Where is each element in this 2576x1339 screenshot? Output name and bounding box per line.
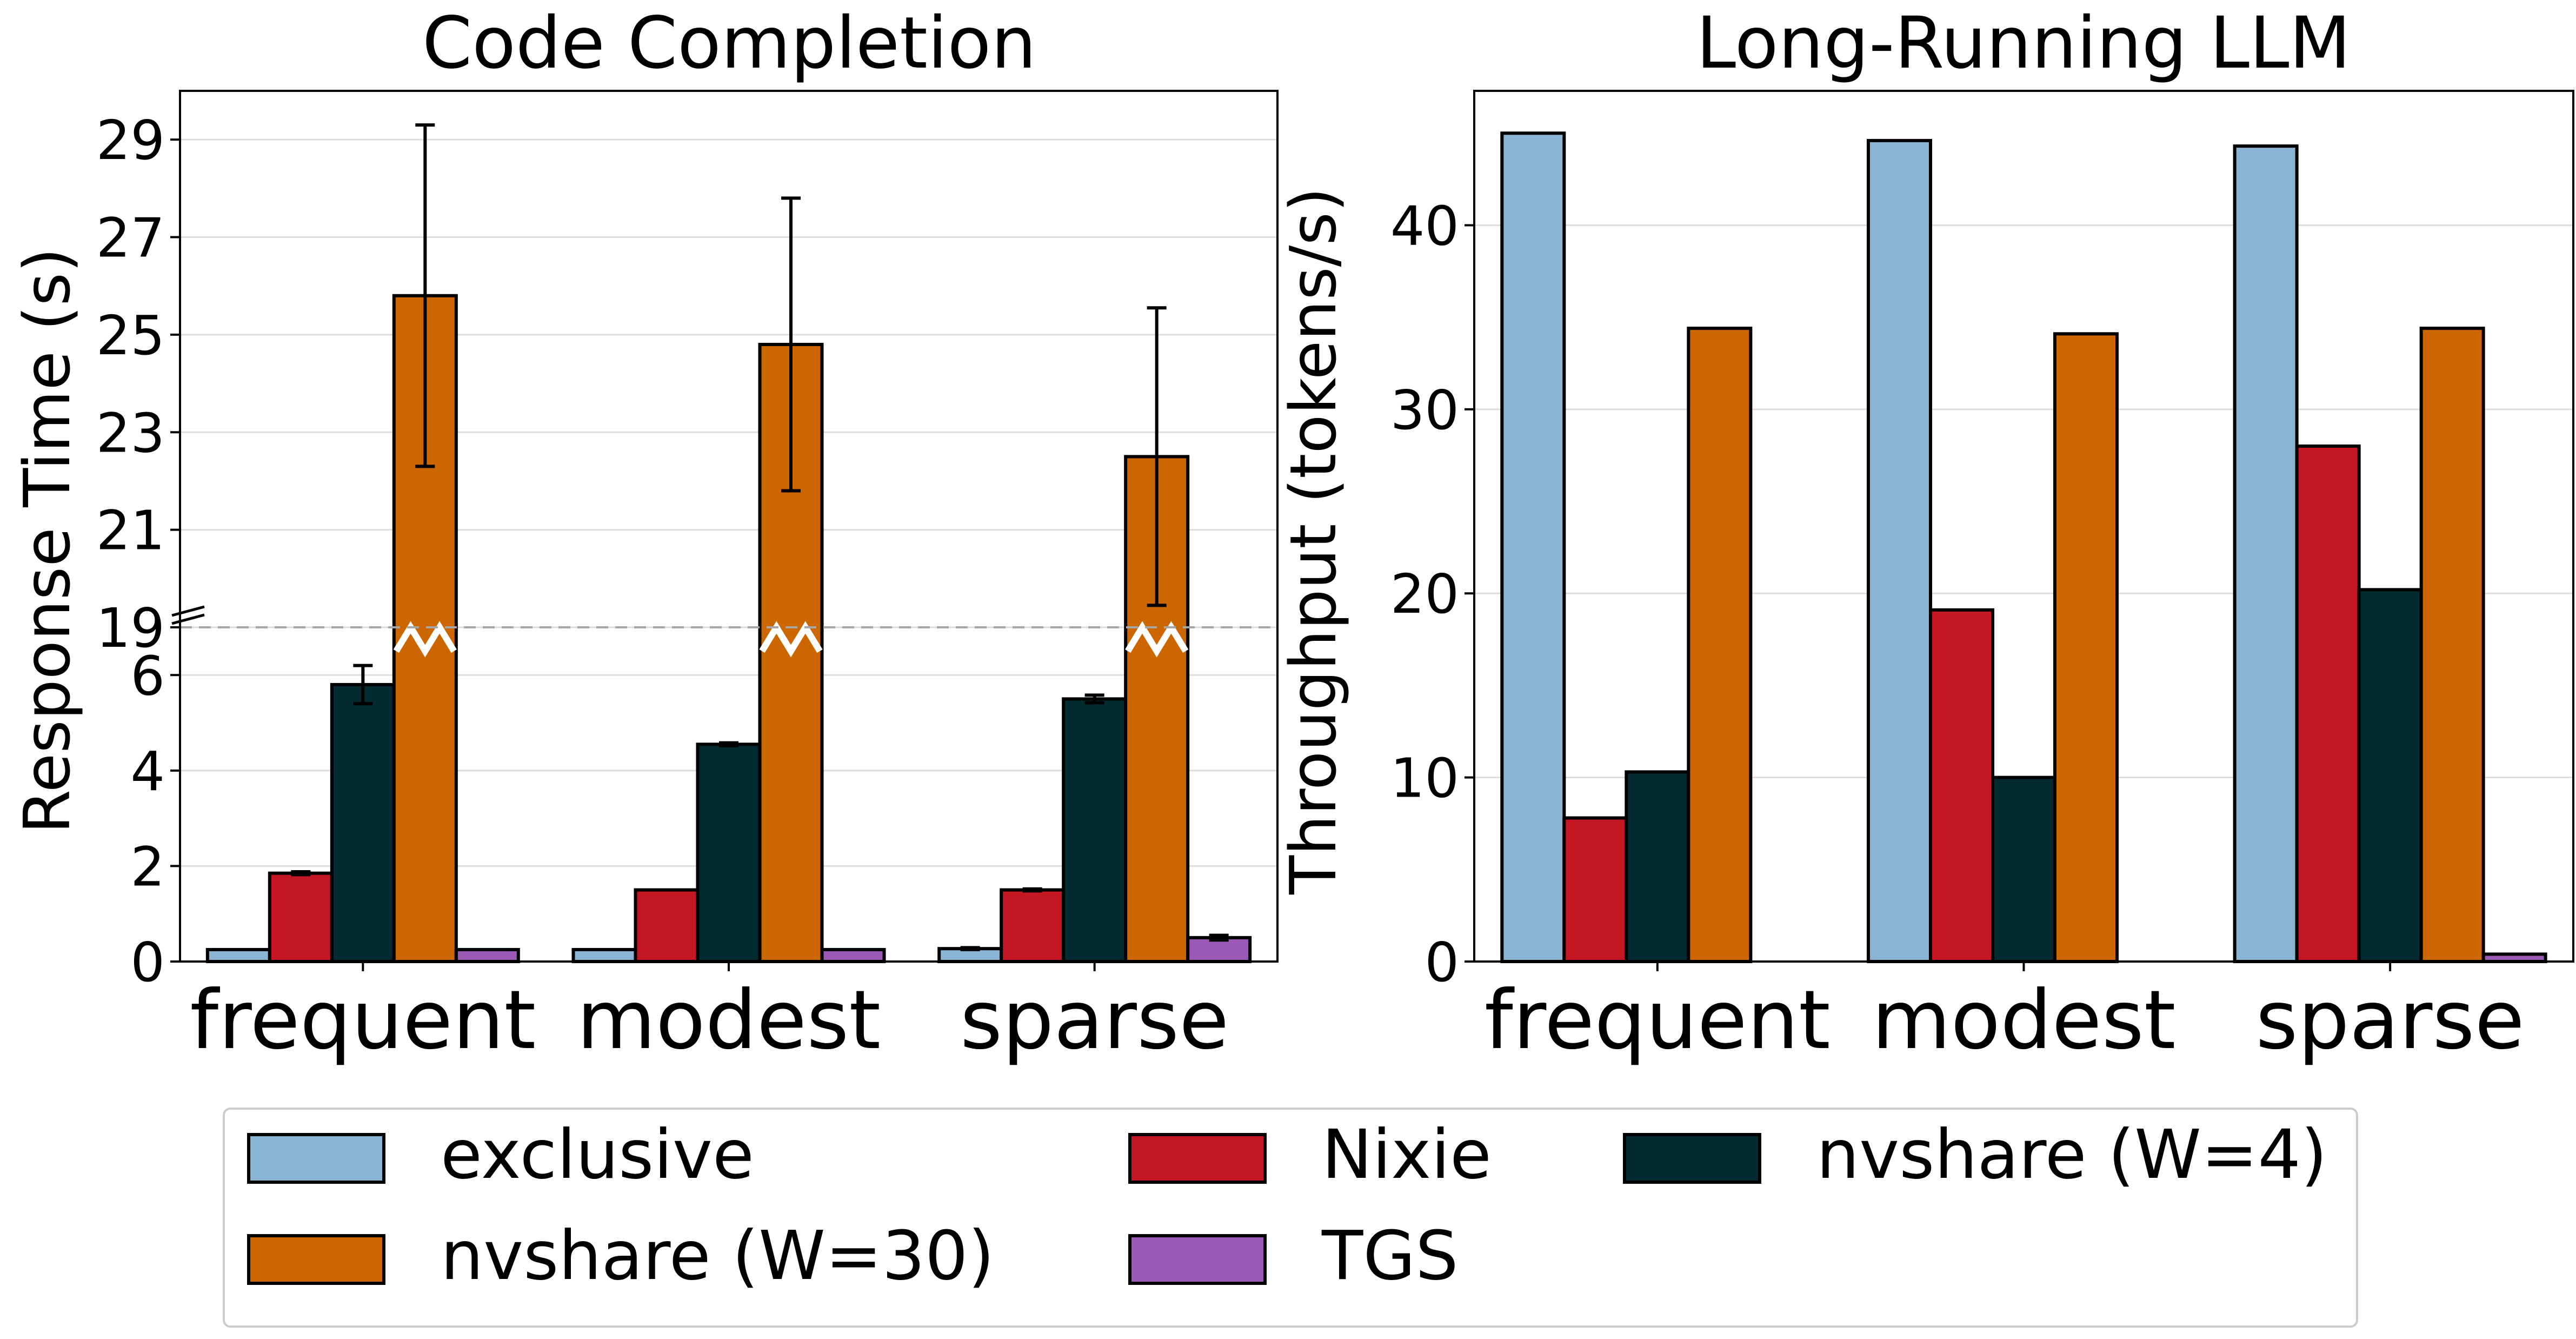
break-zigzag — [1125, 621, 1189, 658]
legend-frame — [223, 1108, 2358, 1328]
x-tick-label-frequent: frequent — [190, 973, 536, 1068]
y-axis-label: Throughput (tokens/s) — [1276, 187, 1350, 895]
bar-nvshare_w4-sparse — [1062, 697, 1128, 964]
bar-exclusive-sparse — [2233, 144, 2299, 964]
legend-label-tgs: TGS — [1321, 1217, 1459, 1295]
y-tick-label: 6 — [130, 644, 165, 707]
bar-exclusive-modest — [1867, 138, 1932, 964]
bar-tgs-frequent — [454, 947, 520, 964]
legend-swatch-nixie — [1128, 1133, 1267, 1184]
y-tick-label: 25 — [96, 304, 165, 367]
break-zigzag — [393, 621, 457, 658]
legend-swatch-nvshare_w30 — [247, 1234, 385, 1285]
bar-exclusive-modest — [571, 947, 637, 964]
chart-code-completion: Code Completion Response Time (s) 0 2 4 619… — [10, 2, 1279, 1068]
legend: exclusive Nixie nvshare (W=4) nvshare (W=30… — [223, 1108, 2358, 1328]
bar-nvshare_w4-frequent — [330, 682, 396, 963]
bar-nvshare_w30-frequent — [392, 294, 458, 963]
y-tick-label: 40 — [1390, 194, 1459, 257]
bar-nvshare_w4-sparse — [2357, 588, 2423, 963]
y-tick-label: 4 — [130, 740, 165, 803]
legend-label-exclusive: exclusive — [441, 1116, 754, 1194]
y-tick-label: 0 — [130, 931, 165, 994]
bar-nvshare_w4-modest — [1991, 775, 2056, 964]
legend-label-nixie: Nixie — [1322, 1116, 1492, 1194]
bar-nixie-sparse — [1000, 888, 1066, 963]
axis-break-marker — [171, 605, 205, 625]
legend-label-nvshare_w4: nvshare (W=4) — [1816, 1116, 2327, 1194]
y-tick-label: 20 — [1390, 562, 1459, 626]
bar-nixie-modest — [1929, 608, 1994, 963]
bar-nvshare_w4-modest — [696, 743, 762, 964]
x-tick-label-sparse: sparse — [960, 973, 1229, 1068]
y-tick-label: 10 — [1390, 747, 1459, 810]
bar-exclusive-frequent — [1500, 131, 1566, 964]
chart-title: Code Completion — [422, 2, 1036, 85]
legend-swatch-exclusive — [247, 1133, 385, 1184]
x-tick-label-modest: modest — [1872, 973, 2175, 1068]
y-tick-label: 23 — [96, 401, 165, 465]
legend-swatch-nvshare_w4 — [1623, 1133, 1761, 1184]
y-tick-label: 19 — [96, 596, 165, 660]
x-tick-label-modest: modest — [577, 973, 881, 1068]
bar-nvshare_w4-frequent — [1625, 770, 1690, 964]
bar-nixie-modest — [634, 888, 700, 963]
y-tick-label: 30 — [1390, 379, 1459, 442]
bar-nixie-sparse — [2295, 444, 2361, 963]
bar-nixie-frequent — [1562, 816, 1628, 963]
y-tick-label: 0 — [1425, 931, 1459, 994]
chart-long-running-llm: Long-Running LLM Throughput (tokens/s) 0… — [1276, 2, 2574, 1068]
y-tick-label: 29 — [96, 109, 165, 172]
bar-nvshare_w30-modest — [2053, 332, 2119, 963]
legend-label-nvshare_w30: nvshare (W=30) — [441, 1217, 994, 1295]
y-tick-label: 21 — [96, 499, 165, 562]
bar-nvshare_w30-frequent — [1687, 327, 1753, 963]
legend-swatch-tgs — [1128, 1234, 1267, 1285]
break-zigzag — [759, 621, 823, 658]
bar-nixie-frequent — [268, 871, 334, 963]
bar-exclusive-frequent — [205, 947, 271, 964]
y-tick-label: 2 — [130, 835, 165, 898]
x-tick-label-frequent: frequent — [1485, 973, 1831, 1068]
x-tick-label-sparse: sparse — [2255, 973, 2524, 1068]
bar-tgs-modest — [820, 947, 886, 964]
chart-title: Long-Running LLM — [1696, 2, 2351, 85]
bar-tgs-sparse — [2481, 952, 2547, 963]
y-axis-label: Response Time (s) — [10, 248, 84, 834]
y-tick-label: 27 — [96, 207, 165, 270]
bar-nvshare_w30-sparse — [2419, 327, 2485, 963]
